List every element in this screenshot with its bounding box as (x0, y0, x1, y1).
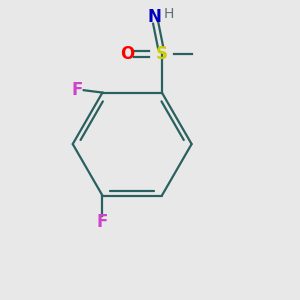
Text: N: N (148, 8, 161, 26)
Text: F: F (97, 213, 108, 231)
Text: F: F (71, 81, 83, 99)
Text: S: S (156, 45, 168, 63)
Text: O: O (121, 45, 135, 63)
Text: H: H (164, 8, 174, 21)
